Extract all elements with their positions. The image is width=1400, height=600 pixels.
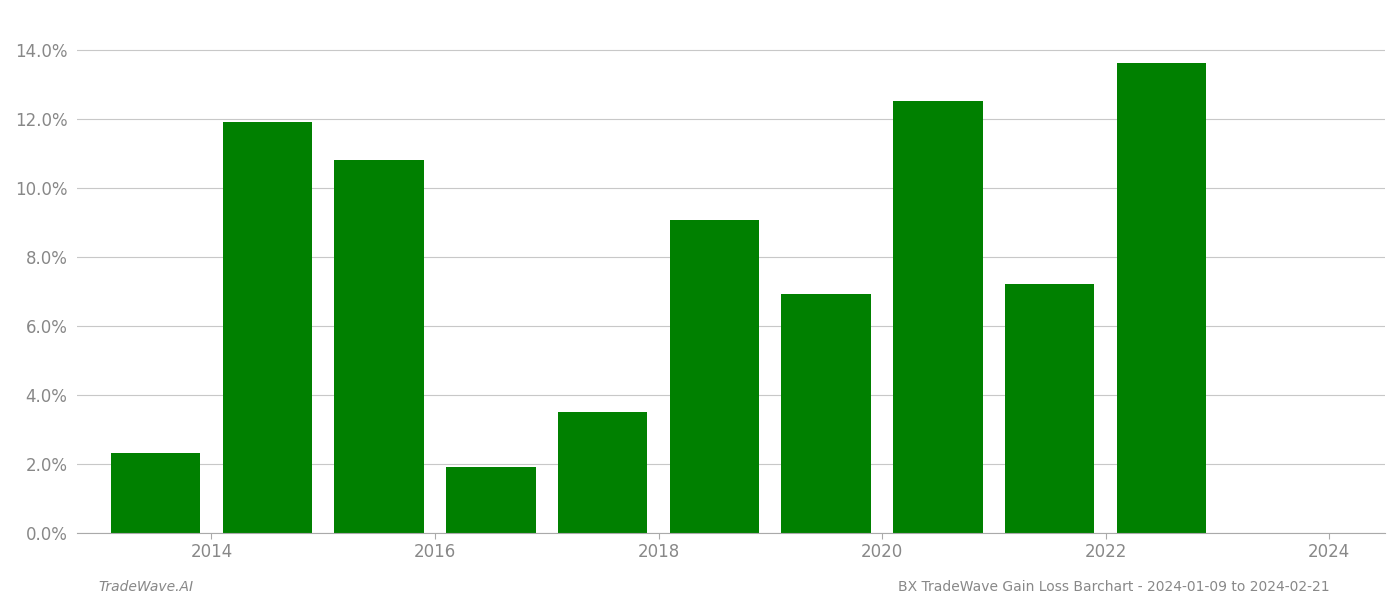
Bar bbox=[893, 101, 983, 533]
Bar bbox=[1005, 284, 1095, 533]
Bar bbox=[781, 295, 871, 533]
Bar bbox=[111, 453, 200, 533]
Bar bbox=[335, 160, 424, 533]
Bar bbox=[559, 412, 647, 533]
Text: BX TradeWave Gain Loss Barchart - 2024-01-09 to 2024-02-21: BX TradeWave Gain Loss Barchart - 2024-0… bbox=[899, 580, 1330, 594]
Bar bbox=[669, 220, 759, 533]
Bar bbox=[223, 122, 312, 533]
Bar bbox=[1117, 64, 1207, 533]
Text: TradeWave.AI: TradeWave.AI bbox=[98, 580, 193, 594]
Bar bbox=[447, 467, 536, 533]
